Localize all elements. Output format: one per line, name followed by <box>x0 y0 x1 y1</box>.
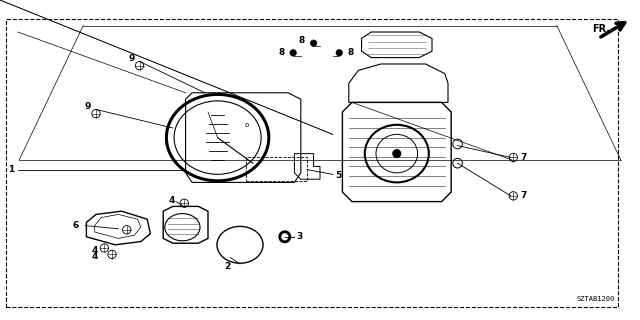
Text: SZTAB1200: SZTAB1200 <box>576 296 614 302</box>
Circle shape <box>282 234 288 240</box>
Text: 8: 8 <box>299 36 305 44</box>
Text: 7: 7 <box>520 153 527 162</box>
Text: 2: 2 <box>224 262 230 271</box>
Text: 4: 4 <box>92 246 98 255</box>
Text: 8: 8 <box>278 48 285 57</box>
Text: 1: 1 <box>8 165 15 174</box>
Text: 4: 4 <box>92 252 98 261</box>
Text: FR.: FR. <box>592 24 610 34</box>
Text: 9: 9 <box>128 54 134 63</box>
Text: 4: 4 <box>168 196 175 204</box>
Text: 5: 5 <box>335 171 341 180</box>
Bar <box>246 157 307 181</box>
Text: o: o <box>244 122 248 128</box>
Text: 9: 9 <box>84 102 91 111</box>
Bar <box>6 19 618 307</box>
Text: 8: 8 <box>348 48 354 57</box>
Text: 6: 6 <box>72 221 79 230</box>
Circle shape <box>336 50 342 56</box>
Circle shape <box>290 50 296 56</box>
Circle shape <box>310 40 317 46</box>
Text: 7: 7 <box>520 191 527 200</box>
Text: 3: 3 <box>296 232 303 241</box>
Circle shape <box>393 150 401 157</box>
Circle shape <box>279 231 291 243</box>
